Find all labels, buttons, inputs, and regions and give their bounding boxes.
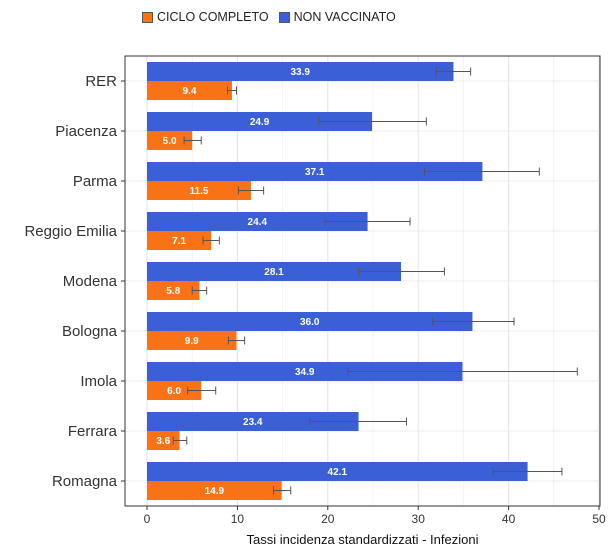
bar-ciclo-completo: [147, 481, 282, 500]
bar-non-vaccinato: [147, 212, 368, 231]
category-label: Imola: [80, 373, 117, 390]
data-label-non-vaccinato: 24.9: [250, 117, 270, 128]
category-label: Romagna: [52, 473, 118, 490]
x-tick-label: 40: [502, 512, 516, 526]
data-label-non-vaccinato: 42.1: [328, 467, 348, 478]
category-label: RER: [85, 73, 117, 90]
data-label-non-vaccinato: 33.9: [290, 67, 310, 78]
data-label-ciclo-completo: 14.9: [205, 486, 225, 497]
data-label-non-vaccinato: 36.0: [300, 317, 320, 328]
bar-non-vaccinato: [147, 312, 473, 331]
bar-non-vaccinato: [147, 62, 454, 81]
bar-ciclo-completo: [147, 331, 237, 350]
x-tick-label: 10: [231, 512, 245, 526]
category-label: Parma: [73, 173, 118, 190]
legend-label-ciclo-completo: CICLO COMPLETO: [157, 10, 269, 24]
x-tick-label: 30: [412, 512, 426, 526]
bar-ciclo-completo: [147, 81, 232, 100]
bar-ciclo-completo: [147, 181, 251, 200]
bar-non-vaccinato: [147, 412, 359, 431]
data-label-ciclo-completo: 9.9: [185, 336, 199, 347]
bar-ciclo-completo: [147, 381, 202, 400]
legend-label-non-vaccinato: NON VACCINATO: [293, 10, 396, 24]
legend: CICLO COMPLETO NON VACCINATO: [142, 6, 400, 28]
bar-non-vaccinato: [147, 262, 402, 281]
data-label-ciclo-completo: 6.0: [167, 386, 181, 397]
x-tick-label: 20: [321, 512, 335, 526]
bar-non-vaccinato: [147, 362, 463, 381]
legend-item-non-vaccinato: NON VACCINATO: [278, 10, 396, 24]
legend-swatch-ciclo-completo: [142, 11, 153, 23]
data-label-ciclo-completo: 3.6: [156, 436, 170, 447]
category-label: Piacenza: [55, 123, 117, 140]
category-label: Bologna: [62, 323, 118, 340]
plot-border: [124, 55, 601, 507]
data-label-non-vaccinato: 23.4: [243, 417, 263, 428]
category-label: Modena: [63, 273, 118, 290]
bar-ciclo-completo: [147, 131, 193, 150]
data-label-non-vaccinato: 24.4: [248, 217, 268, 228]
bar-ciclo-completo: [147, 431, 180, 450]
data-label-ciclo-completo: 7.1: [172, 236, 186, 247]
data-label-non-vaccinato: 28.1: [264, 267, 284, 278]
x-tick-label: 0: [144, 512, 151, 526]
legend-swatch-non-vaccinato: [278, 11, 290, 23]
data-label-ciclo-completo: 11.5: [190, 186, 209, 197]
bar-non-vaccinato: [147, 112, 373, 131]
bar-ciclo-completo: [147, 231, 212, 250]
data-label-non-vaccinato: 34.9: [295, 367, 315, 378]
data-label-non-vaccinato: 37.1: [305, 167, 325, 178]
bar-non-vaccinato: [147, 462, 528, 481]
bar-ciclo-completo: [147, 281, 200, 300]
x-axis-title: Tassi incidenza standardizzati - Infezio…: [247, 532, 479, 547]
category-label: Ferrara: [68, 423, 118, 440]
x-tick-label: 50: [592, 512, 606, 526]
data-label-ciclo-completo: 5.8: [166, 286, 180, 297]
bar-non-vaccinato: [147, 162, 483, 181]
data-label-ciclo-completo: 5.0: [163, 136, 177, 147]
data-label-ciclo-completo: 9.4: [183, 86, 197, 97]
category-label: Reggio Emilia: [24, 223, 117, 240]
legend-item-ciclo-completo: CICLO COMPLETO: [142, 10, 269, 24]
